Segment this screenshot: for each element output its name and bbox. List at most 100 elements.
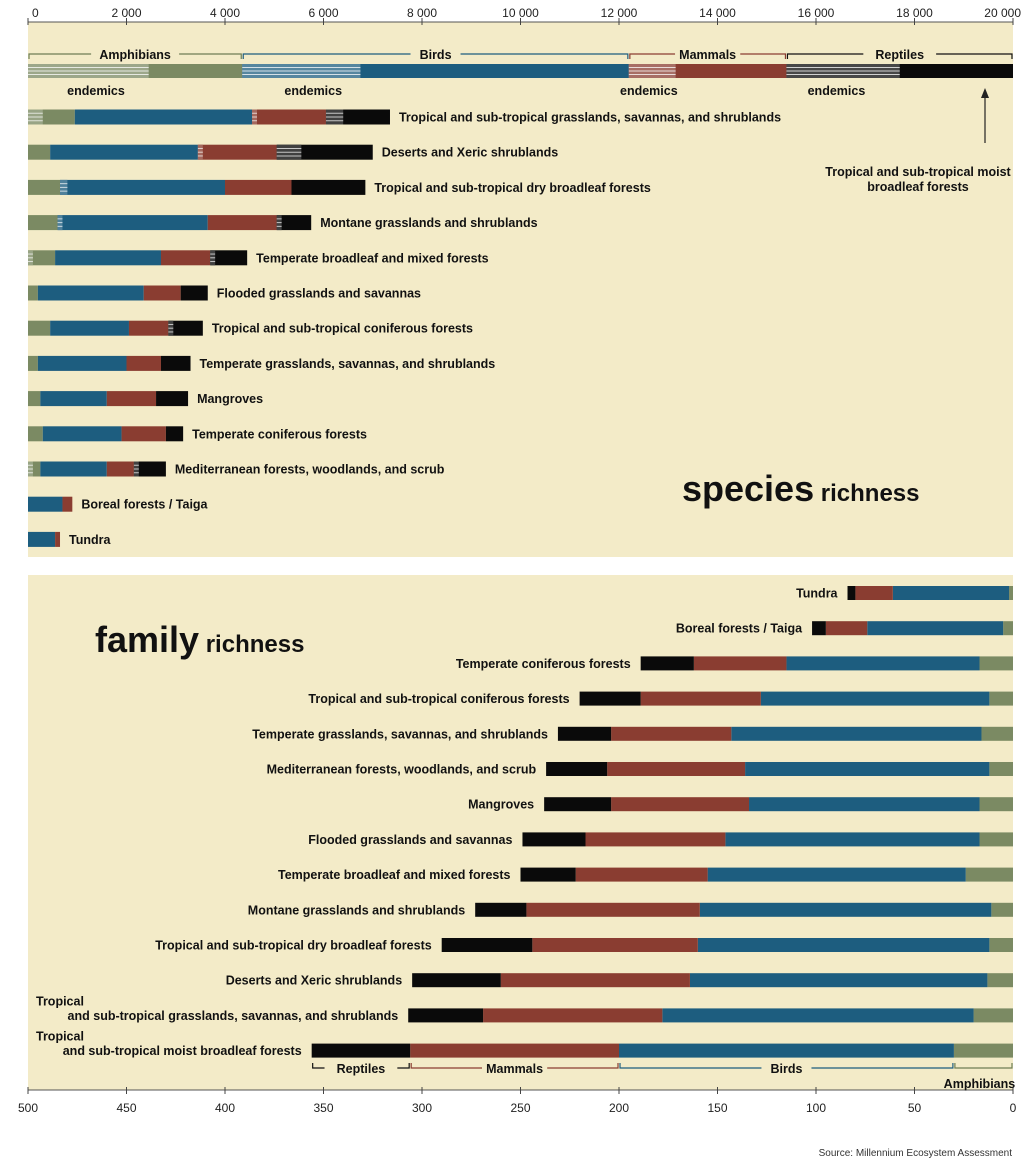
species-row: Flooded grasslands and savannas (28, 285, 421, 301)
family-bar-amphibians (965, 867, 1013, 882)
family-mammals-bracket-left (410, 1063, 482, 1069)
species-bar-mammals (252, 109, 326, 125)
species-bar-birds (50, 320, 129, 336)
species-bar-mammals (55, 531, 61, 547)
family-bar-amphibians (973, 1008, 1013, 1023)
title-main: species (682, 468, 814, 509)
title-main: family (95, 619, 199, 660)
species-richness-title: species richness (682, 468, 920, 509)
family-bar-birds (760, 691, 990, 706)
family-row: Mediterranean forests, woodlands, and sc… (267, 762, 1013, 777)
species-bar-amphibians (28, 426, 43, 442)
family-reptiles-bracket-right (397, 1063, 410, 1069)
species-bar-reptiles (276, 215, 312, 231)
species-bar-amphibians (28, 320, 51, 336)
family-row-label: Boreal forests / Taiga (676, 622, 803, 636)
species-row-label: Mediterranean forests, woodlands, and sc… (175, 463, 445, 477)
species-bar-reptiles (165, 426, 184, 442)
species-birds-bracket-right (460, 53, 629, 59)
species-mammals-label: Mammals (679, 48, 736, 62)
family-bar-mammals (693, 656, 787, 671)
family-x-tick-label: 100 (806, 1101, 826, 1115)
family-row-label-line1: Tropical (36, 994, 84, 1008)
species-row: Tropical and sub-tropical coniferous for… (28, 320, 473, 336)
family-row-label: Temperate grasslands, savannas, and shru… (252, 727, 548, 741)
family-bar-reptiles (408, 1008, 484, 1023)
family-bar-reptiles (546, 762, 608, 776)
family-bar-reptiles (475, 902, 527, 917)
family-row-label: Montane grasslands and shrublands (248, 903, 465, 917)
family-bar-mammals (410, 1043, 619, 1058)
family-bar-mammals (526, 902, 700, 917)
family-bar-reptiles (812, 621, 826, 636)
family-reptiles-bracket-left (312, 1063, 325, 1069)
family-bar-amphibians (979, 797, 1013, 812)
species-row: Montane grasslands and shrublands (28, 215, 538, 231)
family-row: Tropical and sub-tropical dry broadleaf … (155, 938, 1013, 953)
species-birds-bracket-left (242, 53, 411, 59)
species-bar-mammals (128, 320, 169, 336)
family-bar-amphibians (989, 762, 1013, 776)
family-birds-label: Birds (770, 1062, 802, 1076)
species-row-label: Flooded grasslands and savannas (217, 287, 421, 301)
species-row: Deserts and Xeric shrublands (28, 144, 559, 160)
family-bar-amphibians (989, 938, 1013, 952)
family-row-label-line1: Tropical (36, 1030, 84, 1044)
species-x-tick-label: 0 (32, 6, 39, 20)
family-richness-title: family richness (95, 619, 304, 660)
species-row-label: Deserts and Xeric shrublands (382, 146, 559, 160)
family-row-label: Tropical and sub-tropical dry broadleaf … (155, 939, 431, 953)
family-reptiles-label: Reptiles (337, 1062, 386, 1076)
family-bar-birds (689, 973, 988, 988)
species-reptiles-bracket: Reptiles (786, 48, 1013, 62)
family-x-tick-label: 200 (609, 1101, 629, 1115)
family-row-label-line2: and sub-tropical grasslands, savannas, a… (68, 1009, 399, 1023)
family-mammals-label: Mammals (486, 1062, 543, 1076)
species-bar-mammals (225, 179, 292, 195)
species-amphibians-label: Amphibians (99, 48, 171, 62)
family-bar-mammals (825, 621, 868, 636)
species-row-label: Temperate grasslands, savannas, and shru… (200, 357, 496, 371)
species-row-label: Tropical and sub-tropical coniferous for… (212, 322, 473, 336)
family-bar-reptiles (557, 726, 612, 741)
species-annotation-line: broadleaf forests (867, 180, 968, 194)
family-bar-mammals (585, 832, 726, 847)
family-bar-reptiles (311, 1043, 411, 1058)
family-x-tick-label: 150 (707, 1101, 727, 1115)
family-row: Mangroves (468, 797, 1013, 812)
species-row: Tropical and sub-tropical dry broadleaf … (28, 179, 651, 195)
species-bar-birds (57, 215, 208, 231)
species-row: Mangroves (28, 391, 263, 407)
title-sub: richness (814, 480, 919, 507)
family-row: Tundra (796, 586, 1013, 601)
species-row-label: Montane grasslands and shrublands (320, 216, 537, 230)
species-reptiles-bracket-left (786, 53, 864, 59)
species-bar-mammals (160, 250, 211, 266)
family-bar-amphibians (979, 832, 1013, 847)
species-bar-birds (40, 461, 107, 477)
species-bar-amphibians (28, 391, 41, 407)
species-row: Temperate coniferous forests (28, 426, 367, 442)
species-row: Mediterranean forests, woodlands, and sc… (28, 461, 445, 477)
species-bar-birds (28, 496, 63, 512)
species-amphibians-bracket-right (179, 53, 242, 59)
family-bar-birds (745, 762, 990, 776)
species-x-tick-label: 12 000 (601, 6, 638, 20)
family-row-label: Tropical and sub-tropical coniferous for… (308, 692, 569, 706)
family-bar-amphibians (979, 656, 1013, 671)
species-bar-amphibians (28, 355, 38, 371)
family-row-label: Tundra (796, 587, 838, 601)
family-reptiles-bracket: Reptiles (312, 1062, 410, 1076)
family-bar-amphibians (989, 691, 1013, 706)
species-bar-reptiles (156, 391, 189, 407)
species-amphibians-bracket: Amphibians (28, 48, 242, 62)
species-x-tick-label: 16 000 (798, 6, 835, 20)
family-bar-reptiles (579, 691, 641, 706)
species-bar-birds (28, 531, 56, 547)
family-row-label: Mediterranean forests, woodlands, and sc… (267, 763, 537, 777)
species-x-tick-label: 20 000 (984, 6, 1021, 20)
family-bar-birds (699, 902, 992, 917)
species-bar-reptiles (168, 320, 203, 336)
